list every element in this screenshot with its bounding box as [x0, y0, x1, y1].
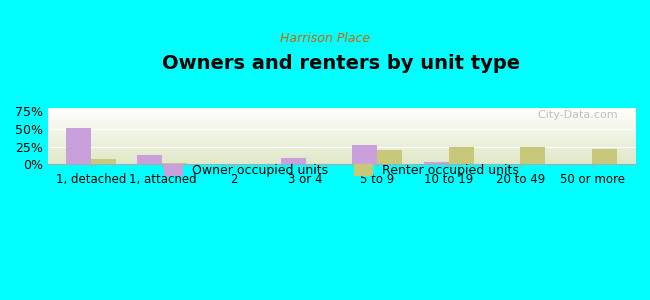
Bar	[521, 147, 545, 164]
Text: City-Data.com: City-Data.com	[531, 110, 618, 120]
Bar	[91, 159, 116, 164]
Text: Harrison Place: Harrison Place	[280, 32, 370, 44]
Bar	[137, 155, 162, 164]
Bar	[424, 162, 449, 164]
Bar	[162, 163, 187, 164]
Bar	[377, 150, 402, 164]
Bar	[592, 149, 617, 164]
Bar	[352, 145, 377, 164]
Bar	[66, 128, 91, 164]
Bar	[449, 147, 474, 164]
Legend: Owner occupied units, Renter occupied units: Owner occupied units, Renter occupied un…	[159, 159, 524, 182]
Title: Owners and renters by unit type: Owners and renters by unit type	[162, 54, 521, 73]
Bar	[281, 158, 306, 164]
